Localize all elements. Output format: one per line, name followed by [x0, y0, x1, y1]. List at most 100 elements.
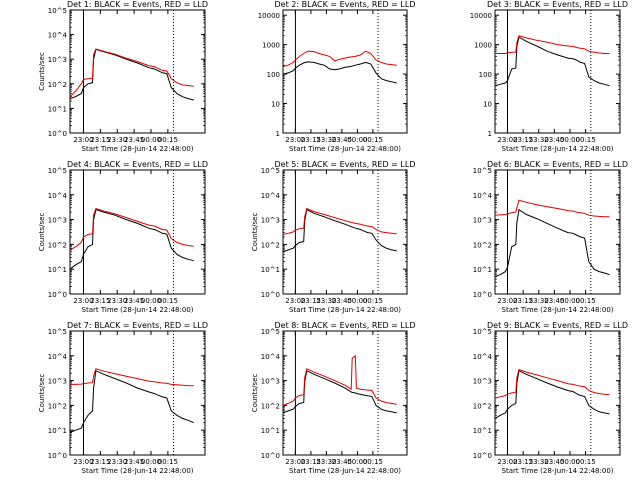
x-tick-label: 23:30: [107, 458, 127, 466]
y-axis-label: Counts/sec: [38, 52, 46, 91]
y-tick-label: 10^2: [48, 241, 67, 249]
y-tick-label: 10^2: [261, 241, 280, 249]
series-lld-line: [69, 207, 194, 251]
x-tick-label: 00:15: [158, 458, 178, 466]
y-tick-label: 10000: [258, 12, 280, 20]
series-lld-line: [69, 48, 194, 98]
panel-det-2: Det 2: BLACK = Events, RED = LLD 1 10 100 10…: [258, 0, 416, 153]
x-tick-label: 00:00: [141, 458, 161, 466]
panel-det-5: Det 5: BLACK = Events, RED = LLD 10^0 10^1…: [251, 160, 415, 314]
y-tick-label: 10^3: [473, 378, 492, 386]
series-events-line: [69, 48, 194, 101]
panel-det-4: Det 4: BLACK = Events, RED = LLD 10^0 10^1…: [38, 160, 208, 314]
x-tick-label: 00:15: [363, 458, 383, 466]
y-tick-label: 10^1: [48, 266, 67, 274]
series-events-line: [69, 209, 194, 270]
y-axis-label: Counts/sec: [251, 374, 259, 413]
x-tick-label: 23:00: [285, 458, 305, 466]
series-events-line: [282, 369, 397, 414]
series-lld-line: [494, 199, 610, 218]
y-tick-label: 10^4: [48, 353, 68, 361]
x-axis-label: Start Time (28-Jun-14 22:48:00): [502, 467, 614, 475]
y-tick-label: 10^4: [48, 32, 68, 40]
panel-title: Det 7: BLACK = Events, RED = LLD: [67, 321, 208, 330]
x-tick-label: 00:15: [363, 136, 383, 144]
y-tick-label: 10^0: [48, 452, 67, 460]
plot-frame: [494, 9, 621, 134]
x-axis-label: Start Time (28-Jun-14 22:48:00): [502, 306, 614, 314]
y-tick-label: 10^4: [473, 353, 493, 361]
y-tick-label: 10^2: [473, 402, 492, 410]
x-tick-label: 00:00: [347, 458, 367, 466]
x-tick-label: 23:30: [107, 136, 127, 144]
y-tick-label: 10^2: [473, 241, 492, 249]
x-tick-label: 23:15: [513, 297, 533, 305]
y-tick-label: 10^1: [473, 266, 492, 274]
x-tick-label: 00:00: [560, 297, 580, 305]
x-tick-label: 23:45: [544, 297, 564, 305]
x-tick-label: 23:30: [529, 136, 549, 144]
x-tick-label: 23:00: [497, 458, 517, 466]
series-lld-line: [495, 35, 610, 54]
x-tick-label: 23:45: [332, 136, 352, 144]
y-tick-label: 1000: [262, 42, 280, 50]
series-events-line: [494, 208, 610, 278]
y-tick-label: 10^3: [261, 378, 280, 386]
plot-frame: [282, 330, 408, 456]
series-lld-line: [70, 368, 194, 387]
y-tick-label: 10^3: [48, 217, 67, 225]
x-tick-label: 23:30: [316, 136, 336, 144]
x-tick-label: 23:00: [73, 136, 93, 144]
x-tick-label: 23:15: [301, 136, 321, 144]
panel-title: Det 1: BLACK = Events, RED = LLD: [67, 0, 208, 9]
y-tick-label: 1: [276, 130, 280, 138]
x-axis-label: Start Time (28-Jun-14 22:48:00): [82, 306, 194, 314]
x-tick-label: 23:45: [544, 136, 564, 144]
panel-det-9: Det 9: BLACK = Events, RED = LLD 10^0 10^1…: [473, 321, 628, 475]
x-tick-label: 23:30: [107, 297, 127, 305]
y-tick-label: 10^1: [48, 105, 67, 113]
series-lld-line: [282, 354, 397, 406]
plot-frame: [282, 169, 408, 295]
y-tick-label: 10: [483, 101, 492, 109]
x-tick-label: 23:15: [90, 458, 110, 466]
x-tick-label: 23:00: [73, 297, 93, 305]
x-tick-label: 23:45: [332, 297, 352, 305]
plot-frame: [494, 169, 621, 295]
y-tick-label: 10^4: [261, 192, 281, 200]
x-tick-label: 23:45: [124, 136, 144, 144]
y-tick-label: 10^1: [261, 266, 280, 274]
x-tick-label: 23:00: [497, 297, 517, 305]
x-tick-label: 23:00: [285, 136, 305, 144]
y-tick-label: 10^2: [48, 81, 67, 89]
x-tick-label: 00:15: [576, 458, 596, 466]
y-tick-label: 10^5: [48, 167, 67, 175]
y-tick-label: 10^1: [48, 427, 67, 435]
x-tick-label: 00:00: [560, 458, 580, 466]
y-tick-label: 10^0: [261, 291, 280, 299]
x-tick-label: 00:15: [158, 136, 178, 144]
x-tick-label: 23:15: [90, 136, 110, 144]
x-tick-label: 00:00: [141, 297, 161, 305]
x-tick-label: 23:15: [301, 297, 321, 305]
x-axis-label: Start Time (28-Jun-14 22:48:00): [82, 145, 194, 153]
y-tick-label: 10^5: [48, 328, 67, 336]
y-axis-label: Counts/sec: [38, 213, 46, 252]
panel-title: Det 5: BLACK = Events, RED = LLD: [275, 160, 416, 169]
panel-title: Det 4: BLACK = Events, RED = LLD: [67, 160, 208, 169]
y-tick-label: 10^2: [48, 402, 67, 410]
y-tick-label: 1: [488, 130, 492, 138]
y-tick-label: 10^0: [48, 291, 67, 299]
series-lld-line: [282, 50, 397, 68]
panel-det-1: Det 1: BLACK = Events, RED = LLD 10^0 10^1…: [38, 0, 208, 153]
series-lld-line: [282, 207, 397, 235]
series-lld-line: [494, 368, 610, 399]
x-tick-label: 23:45: [124, 297, 144, 305]
x-tick-label: 00:00: [141, 136, 161, 144]
x-tick-label: 23:30: [529, 458, 549, 466]
panel-title: Det 3: BLACK = Events, RED = LLD: [487, 0, 628, 9]
y-tick-label: 10^0: [261, 452, 280, 460]
y-tick-label: 10^3: [473, 217, 492, 225]
x-tick-label: 23:30: [529, 297, 549, 305]
x-tick-label: 00:15: [158, 297, 178, 305]
